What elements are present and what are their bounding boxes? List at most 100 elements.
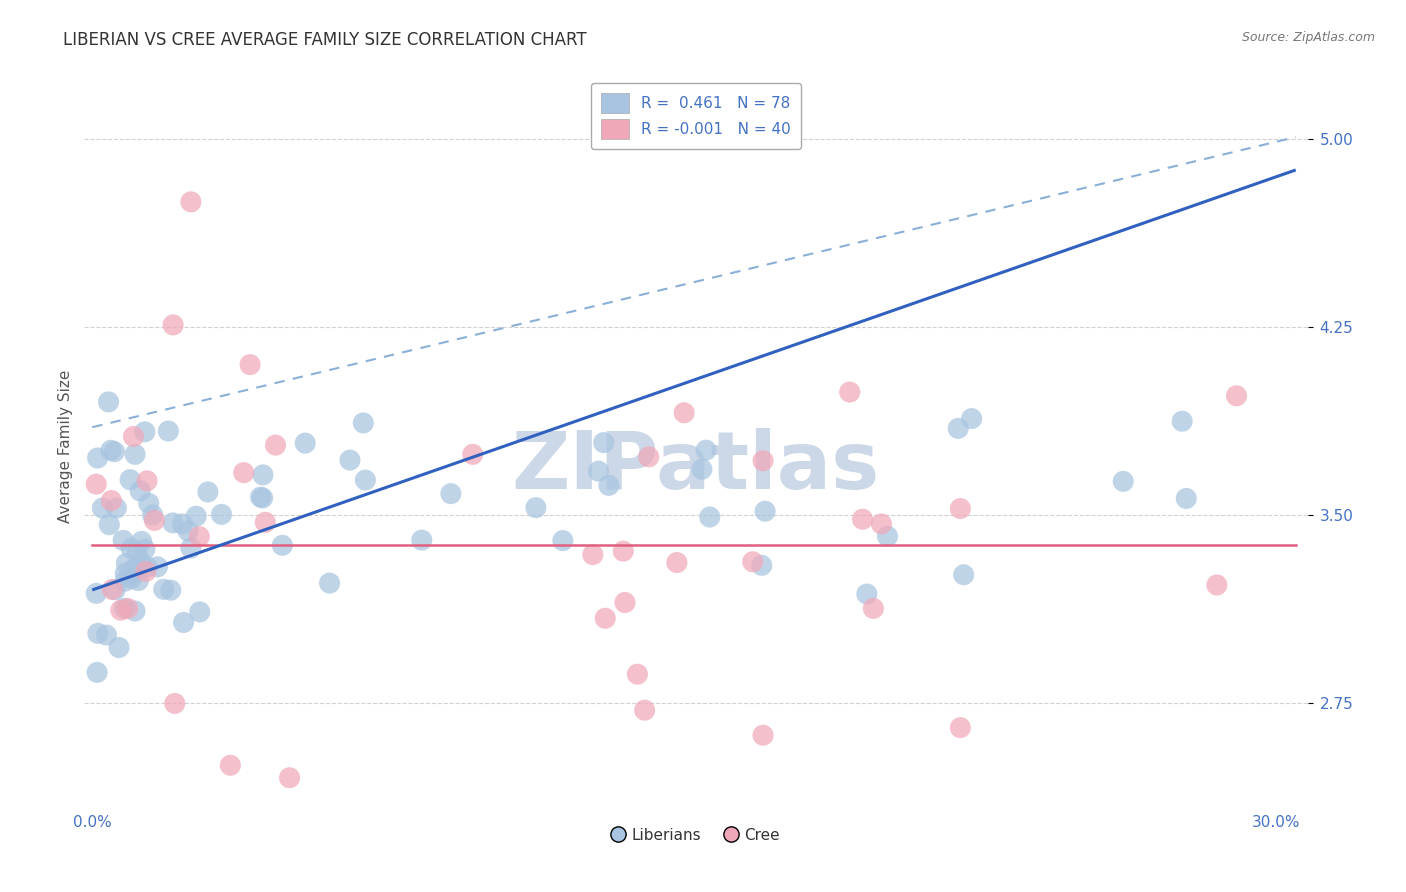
Point [752,728,775,742]
Point [949,501,972,516]
Point [524,500,547,515]
Point [741,555,763,569]
Point [318,576,340,591]
Point [173,615,195,630]
Point [91,501,114,516]
Point [232,466,254,480]
Point [157,424,180,438]
Point [551,533,574,548]
Point [598,478,620,492]
Point [121,571,143,585]
Point [960,411,983,425]
Point [134,425,156,439]
Point [100,493,122,508]
Point [852,512,875,526]
Point [142,508,165,522]
Point [131,534,153,549]
Point [127,574,149,588]
Point [136,560,159,574]
Point [108,640,131,655]
Point [120,473,142,487]
Point [180,194,202,209]
Point [125,546,148,560]
Point [86,450,108,465]
Legend: Liberians, Cree: Liberians, Cree [606,822,786,848]
Point [103,444,125,458]
Point [134,542,156,557]
Point [751,558,773,573]
Point [100,443,122,458]
Point [112,533,135,548]
Point [634,703,657,717]
Point [197,485,219,500]
Point [876,529,898,543]
Point [114,601,136,615]
Point [105,500,128,515]
Point [695,443,717,458]
Point [593,611,616,625]
Y-axis label: Average Family Size: Average Family Size [58,369,73,523]
Point [612,544,634,558]
Point [104,582,127,597]
Point [754,504,776,518]
Point [115,557,138,571]
Point [252,467,274,482]
Point [673,406,696,420]
Point [172,516,194,531]
Point [592,435,614,450]
Point [110,603,132,617]
Point [294,436,316,450]
Text: ZIPatlas: ZIPatlas [512,428,880,507]
Point [146,559,169,574]
Point [613,595,636,609]
Point [186,509,208,524]
Text: Source: ZipAtlas.com: Source: ZipAtlas.com [1241,31,1375,45]
Point [219,758,242,772]
Point [1225,389,1247,403]
Point [114,566,136,581]
Point [125,561,148,575]
Point [626,667,648,681]
Text: LIBERIAN VS CREE AVERAGE FAMILY SIZE CORRELATION CHART: LIBERIAN VS CREE AVERAGE FAMILY SIZE COR… [63,31,586,49]
Point [87,626,110,640]
Point [86,665,108,680]
Point [162,318,184,332]
Point [211,508,233,522]
Point [264,438,287,452]
Point [946,421,969,435]
Point [114,574,136,589]
Point [129,483,152,498]
Point [339,453,361,467]
Point [84,477,107,491]
Point [188,530,211,544]
Point [135,565,157,579]
Point [949,721,972,735]
Point [122,563,145,577]
Point [97,395,120,409]
Point [461,447,484,461]
Point [440,486,463,500]
Point [1175,491,1198,506]
Point [131,556,153,570]
Point [98,517,121,532]
Point [582,548,605,562]
Point [665,556,688,570]
Point [163,697,186,711]
Point [699,510,721,524]
Point [120,541,142,556]
Point [124,447,146,461]
Point [162,516,184,530]
Point [101,582,124,597]
Point [862,601,884,615]
Point [1171,414,1194,428]
Point [96,628,118,642]
Point [856,587,879,601]
Point [278,771,301,785]
Point [271,538,294,552]
Point [84,586,107,600]
Point [870,516,893,531]
Point [411,533,433,547]
Point [180,541,202,555]
Point [138,496,160,510]
Point [188,605,211,619]
